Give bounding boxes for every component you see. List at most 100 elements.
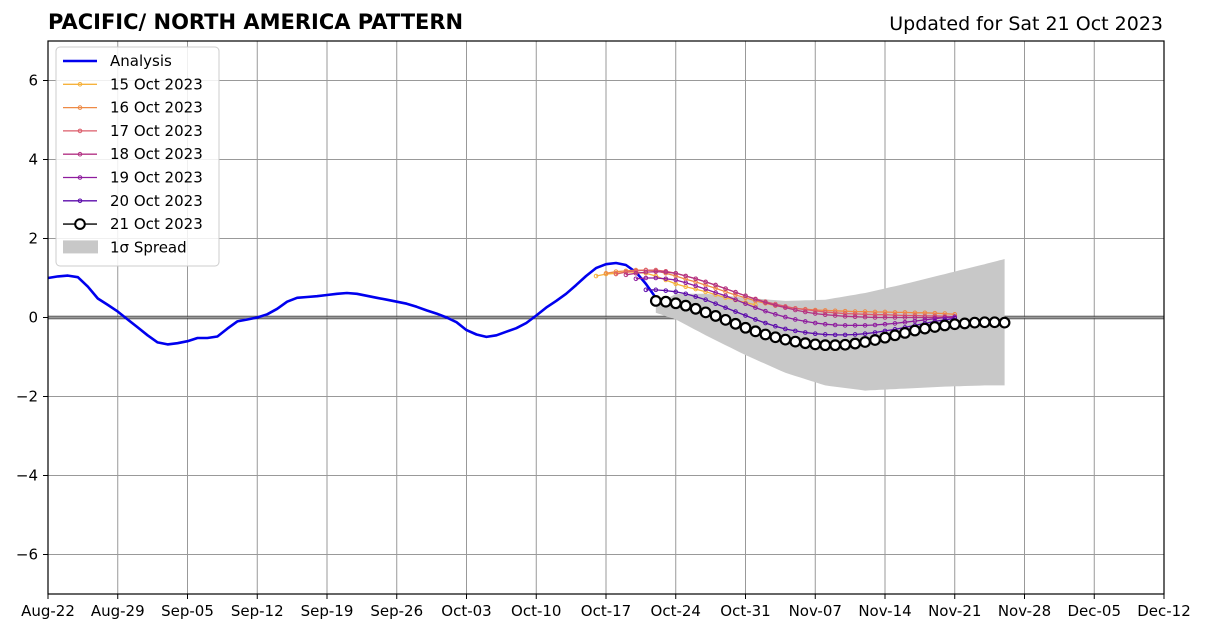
forecast-point [998, 316, 1011, 329]
forecast-point [892, 321, 898, 326]
forecast-point [603, 270, 609, 276]
forecast-point [812, 320, 818, 326]
y-tick-label: 0 [28, 309, 38, 327]
forecast-point [802, 319, 808, 324]
forecast-point [988, 316, 1001, 329]
legend-marker [77, 175, 83, 180]
x-tick-label: Nov-07 [789, 602, 842, 620]
x-tick-label: Oct-17 [581, 602, 631, 620]
legend-entry: Analysis [63, 52, 172, 70]
forecast-point [733, 309, 738, 314]
forecast-point [783, 314, 788, 320]
analysis-line [47, 261, 657, 346]
forecast-point [879, 331, 891, 344]
forecast-point [733, 292, 738, 298]
plot-area: Aug-22 Aug-29 Sep-05 Sep-12 Sep-19 Sep-26 Oct-… [16, 40, 1191, 620]
y-tick-label: −4 [16, 467, 38, 485]
forecast-point [872, 322, 878, 328]
forecast-point [743, 293, 748, 299]
forecast-point [753, 297, 758, 302]
forecast-point [739, 321, 752, 334]
forecast-point [822, 332, 828, 337]
forecast-point [623, 269, 629, 275]
x-tick-label: Dec-12 [1137, 602, 1191, 620]
y-tick-label: 4 [28, 151, 38, 169]
forecast-point [892, 315, 898, 320]
forecast-point [723, 293, 728, 299]
forecast-point [849, 337, 862, 350]
forecast-point [928, 321, 941, 333]
forecast-point [799, 337, 812, 350]
forecast-point [882, 312, 888, 318]
forecast-point [699, 306, 712, 319]
forecast-point [809, 338, 822, 351]
forecast-point [723, 305, 728, 310]
forecast-point [773, 312, 778, 317]
forecast-point [733, 297, 738, 303]
forecast-point [783, 305, 788, 310]
legend-marker [77, 128, 83, 134]
legend-entry: 18 Oct 2023 [63, 145, 203, 163]
forecast-point [842, 311, 848, 316]
forecast-point [779, 333, 792, 346]
forecast-point [899, 327, 911, 339]
x-tick-label: Nov-28 [998, 602, 1051, 620]
forecast-point [902, 319, 908, 325]
forecast-point [802, 330, 808, 335]
forecast-point [839, 338, 852, 351]
x-tick-label: Oct-24 [651, 602, 701, 620]
forecast-point [669, 297, 682, 310]
forecast-series [623, 269, 958, 320]
forecast-point [663, 276, 669, 282]
forecast-point [713, 282, 718, 288]
forecast-point [763, 308, 768, 314]
forecast-point [932, 316, 938, 321]
forecast-point [842, 314, 848, 319]
forecast-point [723, 286, 728, 291]
forecast-point [713, 290, 718, 295]
y-tick-label: −6 [16, 546, 38, 564]
forecast-point [852, 323, 858, 328]
forecast-point [802, 309, 808, 315]
forecast-point [683, 291, 689, 297]
x-tick-label: Nov-21 [928, 602, 981, 620]
legend-swatch [63, 240, 98, 254]
x-tick-label: Nov-14 [858, 602, 911, 620]
forecast-point [902, 315, 908, 320]
legend-marker [77, 105, 83, 110]
forecast-point [812, 308, 818, 314]
forecast-point [773, 323, 778, 329]
forecast-point [882, 321, 888, 327]
forecast-point [842, 332, 848, 338]
legend-entry: 1σ Spread [63, 238, 187, 256]
forecast-point [703, 279, 708, 285]
forecast-point [968, 316, 981, 329]
legend-label: 16 Oct 2023 [110, 99, 203, 117]
legend-entry: 21 Oct 2023 [63, 215, 203, 233]
forecast-point [882, 309, 888, 315]
legend-entry: 17 Oct 2023 [63, 122, 203, 140]
forecast-point [932, 310, 938, 316]
legend-label: 1σ Spread [110, 238, 187, 256]
forecast-point [693, 276, 698, 282]
forecast-point [763, 300, 768, 305]
forecast-point [918, 322, 931, 335]
forecast-point [673, 277, 679, 283]
y-tick-label: 2 [28, 230, 38, 248]
forecast-point [793, 307, 798, 313]
forecast-point [912, 318, 918, 324]
forecast-point [773, 302, 778, 308]
forecast-point [679, 299, 692, 312]
forecast-point [832, 332, 838, 338]
forecast-point [753, 317, 758, 322]
y-tick-label: −2 [16, 388, 38, 406]
forecast-point [673, 270, 679, 276]
forecast-point [892, 310, 898, 315]
forecast-point [643, 275, 649, 281]
legend: Analysis 15 Oct 2023 16 Oct 2023 17 Oct 202… [55, 46, 220, 267]
forecast-point [763, 320, 768, 326]
forecast-point [659, 295, 672, 308]
forecast-point [753, 305, 758, 310]
forecast-point [852, 314, 858, 320]
